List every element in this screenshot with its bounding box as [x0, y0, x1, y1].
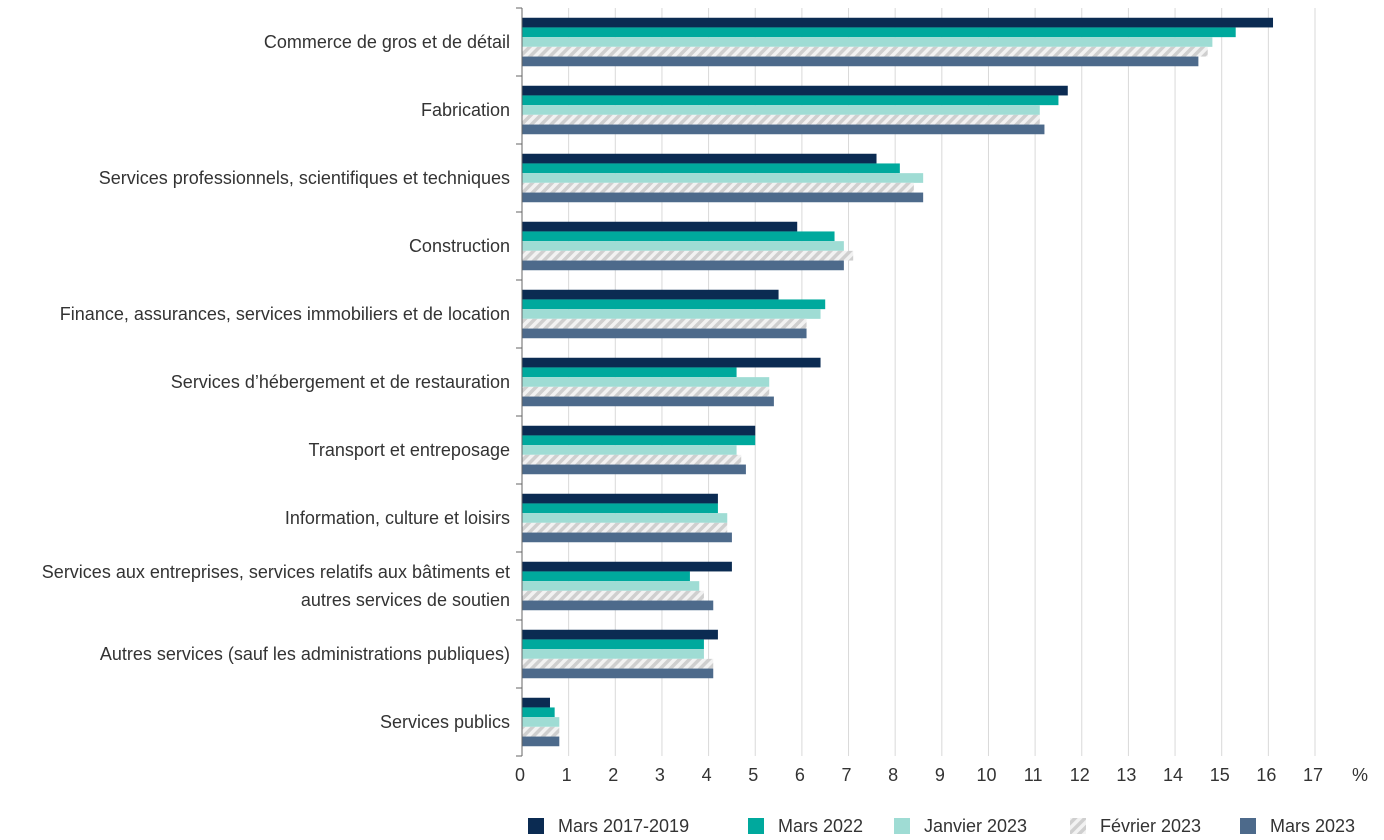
x-tick-label: 5 [748, 765, 758, 785]
bar [522, 309, 821, 319]
bar [522, 221, 798, 232]
y-tick-label: Finance, assurances, services immobilier… [59, 304, 510, 324]
legend-swatch [1240, 818, 1256, 834]
bar [522, 590, 704, 601]
x-tick-label: 8 [888, 765, 898, 785]
bar [522, 318, 807, 329]
bar [522, 114, 1040, 125]
x-tick-label: 0 [515, 765, 525, 785]
bar [522, 697, 550, 708]
bar [522, 561, 732, 572]
bar [522, 396, 774, 407]
bar [522, 377, 770, 387]
x-tick-label: 4 [702, 765, 712, 785]
bar [522, 726, 560, 737]
bar [522, 105, 1040, 115]
bar [522, 532, 732, 543]
y-tick-label: Services d’hébergement et de restauratio… [170, 372, 510, 392]
bar [522, 250, 854, 261]
bar [522, 717, 560, 727]
y-tick-label: Services publics [379, 712, 510, 732]
bar [522, 299, 826, 310]
bar [522, 163, 900, 174]
bar [522, 182, 914, 193]
bar [522, 639, 704, 650]
bar [522, 192, 924, 203]
legend-label: Mars 2023 [1270, 816, 1355, 836]
x-tick-label: 11 [1024, 765, 1043, 785]
x-tick-label: 16 [1256, 765, 1276, 785]
bar [522, 445, 737, 455]
x-tick-label: 10 [976, 765, 996, 785]
bar [522, 600, 714, 611]
x-tick-label: 3 [655, 765, 665, 785]
bar [522, 736, 560, 747]
bar [522, 27, 1236, 38]
y-tick-label: Construction [408, 236, 510, 256]
bar [522, 707, 555, 718]
bar [522, 454, 742, 465]
bar [522, 425, 756, 436]
y-tick-label: Commerce de gros et de détail [263, 32, 510, 52]
bar [522, 386, 770, 397]
bar [522, 668, 714, 679]
legend-label: Février 2023 [1100, 816, 1201, 836]
x-tick-label: 15 [1210, 765, 1230, 785]
x-tick-label: 9 [935, 765, 945, 785]
bar [522, 464, 746, 475]
x-tick-label: 17 [1303, 765, 1323, 785]
legend-swatch [1070, 818, 1086, 834]
x-tick-label: 2 [608, 765, 618, 785]
legend-swatch [894, 818, 910, 834]
bar [522, 357, 821, 368]
bar [522, 581, 700, 591]
bar [522, 124, 1045, 135]
bar [522, 367, 737, 378]
bar [522, 56, 1199, 67]
bar [522, 629, 718, 640]
x-axis-label: % [1352, 765, 1368, 785]
x-tick-label: 14 [1163, 765, 1183, 785]
bar [522, 649, 704, 659]
y-tick-label: Autres services (sauf les administration… [99, 644, 510, 664]
legend-swatch [528, 818, 544, 834]
y-tick-label: Services professionnels, scientifiques e… [98, 168, 510, 188]
legend-label: Mars 2017-2019 [558, 816, 689, 836]
bar [522, 571, 690, 582]
x-tick-label: 13 [1116, 765, 1136, 785]
bar [522, 46, 1208, 57]
bar [522, 289, 779, 300]
bar [522, 231, 835, 242]
bar [522, 522, 728, 533]
y-tick-label: Information, culture et loisirs [284, 508, 510, 528]
bar [522, 85, 1068, 96]
y-tick-label: Services aux entreprises, services relat… [41, 562, 510, 610]
bar [522, 153, 877, 164]
bar [522, 503, 718, 514]
bar [522, 493, 718, 504]
bar [522, 17, 1274, 28]
legend-label: Mars 2022 [778, 816, 863, 836]
y-tick-label: Fabrication [420, 100, 510, 120]
x-tick-label: 1 [562, 765, 572, 785]
bar [522, 658, 714, 669]
bar [522, 328, 807, 339]
bar [522, 95, 1059, 106]
x-tick-label: 6 [795, 765, 805, 785]
x-tick-label: 7 [842, 765, 852, 785]
bar [522, 37, 1213, 47]
bar [522, 513, 728, 523]
bar [522, 173, 924, 183]
bar [522, 435, 756, 446]
y-tick-label: Transport et entreposage [308, 440, 510, 460]
legend-swatch [748, 818, 764, 834]
bar [522, 241, 844, 251]
x-tick-label: 12 [1070, 765, 1090, 785]
legend-label: Janvier 2023 [924, 816, 1027, 836]
bar [522, 260, 844, 271]
